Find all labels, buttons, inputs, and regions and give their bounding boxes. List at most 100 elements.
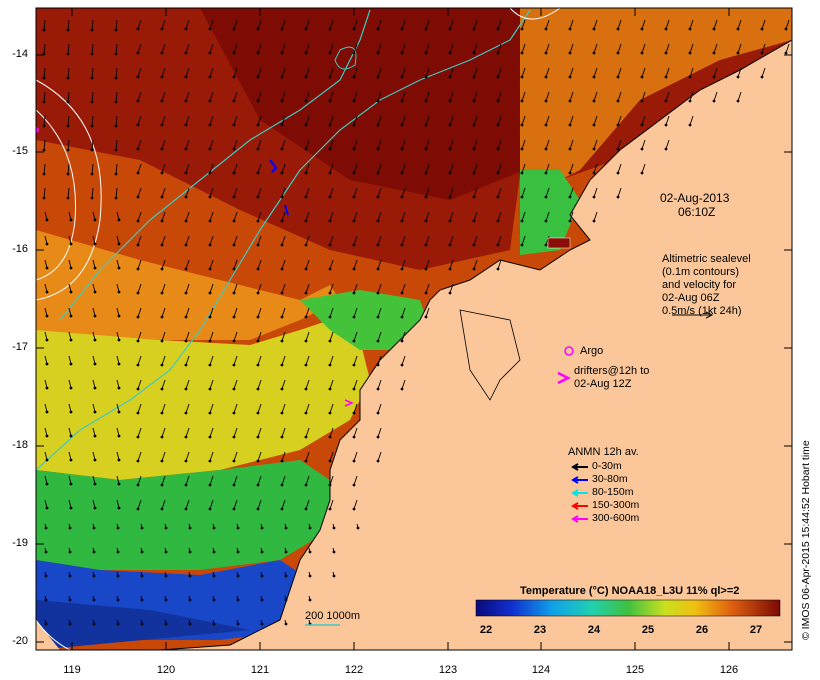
velocity-arrow-head [208,435,212,439]
velocity-arrow [449,91,454,102]
velocity-arrow-head [544,219,548,223]
colorbar-tick-label: 24 [587,624,601,636]
x-tick-label: 123 [438,664,458,676]
velocity-arrow-head [592,147,596,151]
velocity-arrow-head [68,526,72,530]
velocity-arrow-head [376,459,380,463]
velocity-arrow [497,91,502,102]
velocity-arrow-head [304,195,308,199]
velocity-arrow-head [256,315,260,319]
date-label: 02-Aug-2013 [660,191,730,205]
velocity-arrow-head [352,27,356,31]
velocity-arrow-head [212,550,216,554]
velocity-arrow-head [520,243,524,247]
velocity-arrow [161,43,166,54]
velocity-arrow [161,499,166,510]
velocity-arrow-head [184,507,188,511]
velocity-arrow-head [376,27,380,31]
velocity-arrow [257,235,262,246]
velocity-arrow [521,187,526,198]
velocity-arrow-head [308,574,312,578]
velocity-arrow-head [284,622,288,626]
velocity-arrow-head [496,75,500,79]
altimetry-label-5: 0.5m/s (1kt 24h) [662,305,742,317]
velocity-arrow [449,43,454,54]
velocity-arrow-head [232,243,236,247]
velocity-arrow-head [140,526,144,530]
velocity-arrow-head [114,124,118,128]
velocity-arrow-head [232,99,236,103]
velocity-arrow-head [208,195,212,199]
velocity-arrow [305,235,310,246]
velocity-arrow-head [472,99,476,103]
velocity-arrow [401,115,406,126]
velocity-arrow [713,43,718,54]
velocity-arrow-head [400,267,404,271]
velocity-arrow [665,115,670,126]
colorbar-tick-label: 27 [749,624,763,636]
velocity-arrow-head [69,458,73,462]
velocity-arrow-head [376,363,380,367]
velocity-arrow [473,163,478,174]
velocity-arrow-head [784,27,788,31]
velocity-arrow-head [69,266,73,270]
velocity-arrow [641,43,646,54]
velocity-arrow-head [45,506,49,510]
velocity-arrow-head [164,574,168,578]
velocity-arrow [353,139,358,150]
velocity-arrow-head [188,598,192,602]
velocity-arrow [449,67,454,78]
velocity-arrow-head [232,27,236,31]
velocity-arrow [257,259,262,270]
velocity-arrow-head [42,28,46,32]
velocity-arrow [91,91,94,103]
velocity-arrow-head [66,148,70,152]
velocity-arrow-head [45,458,49,462]
velocity-arrow-head [496,27,500,31]
velocity-arrow-head [496,171,500,175]
velocity-arrow-head [184,411,188,415]
velocity-arrow-head [232,219,236,223]
x-tick-label: 125 [625,664,645,676]
velocity-arrow [329,67,334,78]
velocity-arrow [137,307,142,318]
velocity-arrow [305,355,310,366]
velocity-arrow-head [184,123,188,127]
argo-label: Argo [580,345,604,357]
velocity-arrow [377,19,382,30]
velocity-arrow-head [328,147,332,151]
velocity-arrow-head [280,435,284,439]
velocity-arrow-head [136,315,140,319]
velocity-arrow-head [208,243,212,247]
velocity-arrow-head [376,411,380,415]
velocity-arrow-head [232,459,236,463]
velocity-arrow [91,115,94,127]
velocity-arrow [641,115,646,126]
velocity-arrow [233,355,238,366]
velocity-arrow-head [736,51,740,55]
velocity-arrow-head [304,363,308,367]
velocity-arrow-head [280,291,284,295]
velocity-arrow [353,91,358,102]
velocity-arrow-head [424,171,428,175]
velocity-arrow [257,427,262,438]
velocity-arrow [161,259,166,270]
velocity-arrow-head [184,51,188,55]
velocity-arrow [473,187,478,198]
velocity-arrow [209,451,214,462]
velocity-arrow-head [136,387,140,391]
velocity-arrow [593,43,598,54]
velocity-arrow-head [117,410,121,414]
velocity-arrow [497,259,502,270]
velocity-arrow [305,331,310,342]
velocity-arrow-head [260,622,264,626]
velocity-arrow-head [304,315,308,319]
velocity-arrow [425,235,430,246]
velocity-arrow [185,43,190,54]
velocity-arrow-head [568,99,572,103]
velocity-arrow [161,331,166,342]
velocity-arrow-head [328,195,332,199]
velocity-arrow [353,43,358,54]
velocity-arrow-head [376,435,380,439]
velocity-arrow [521,163,526,174]
